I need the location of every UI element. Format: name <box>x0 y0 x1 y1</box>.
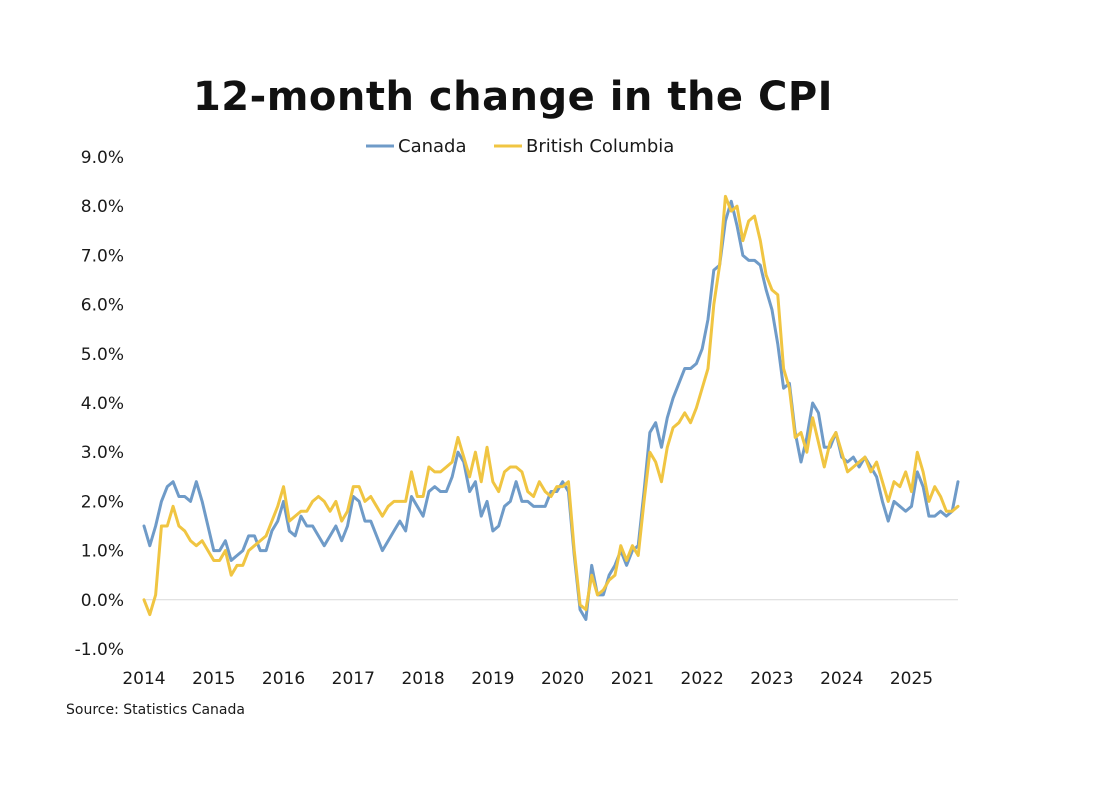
series-layer <box>142 194 960 621</box>
legend: Canada British Columbia <box>366 136 674 157</box>
x-tick-label: 2024 <box>820 669 863 689</box>
x-tick-label: 2014 <box>122 669 165 689</box>
y-tick-label: 0.0% <box>81 591 124 611</box>
y-tick-label: 9.0% <box>81 148 124 168</box>
x-tick-label: 2020 <box>541 669 584 689</box>
x-tick-label: 2018 <box>401 669 444 689</box>
legend-label-canada: Canada <box>398 136 467 157</box>
y-tick-label: 8.0% <box>81 197 124 217</box>
source-note: Source: Statistics Canada <box>66 702 245 718</box>
y-tick-label: 1.0% <box>81 542 124 562</box>
x-tick-label: 2021 <box>611 669 654 689</box>
series-line-british-columbia <box>142 194 960 617</box>
x-tick-label: 2022 <box>681 669 724 689</box>
series-line-canada <box>142 199 960 621</box>
y-tick-label: 7.0% <box>81 246 124 266</box>
x-tick-label: 2023 <box>750 669 793 689</box>
y-tick-label: 4.0% <box>81 394 124 414</box>
x-tick-label: 2025 <box>890 669 933 689</box>
x-axis: 2014 2015 2016 2017 2018 2019 2020 2021 2022 2023… <box>122 669 933 689</box>
y-tick-label: -1.0% <box>75 640 124 660</box>
x-tick-label: 2015 <box>192 669 235 689</box>
y-axis: 9.0% 8.0% 7.0% 6.0% 5.0% 4.0% 3.0% 2.0% 1.0% 0.0%… <box>75 148 124 660</box>
x-tick-label: 2019 <box>471 669 514 689</box>
y-tick-label: 3.0% <box>81 443 124 463</box>
y-tick-label: 6.0% <box>81 296 124 316</box>
legend-label-british-columbia: British Columbia <box>526 136 674 157</box>
x-tick-label: 2017 <box>332 669 375 689</box>
y-tick-label: 2.0% <box>81 492 124 512</box>
y-tick-label: 5.0% <box>81 345 124 365</box>
chart-title: 12-month change in the CPI <box>192 74 834 120</box>
x-tick-label: 2016 <box>262 669 305 689</box>
